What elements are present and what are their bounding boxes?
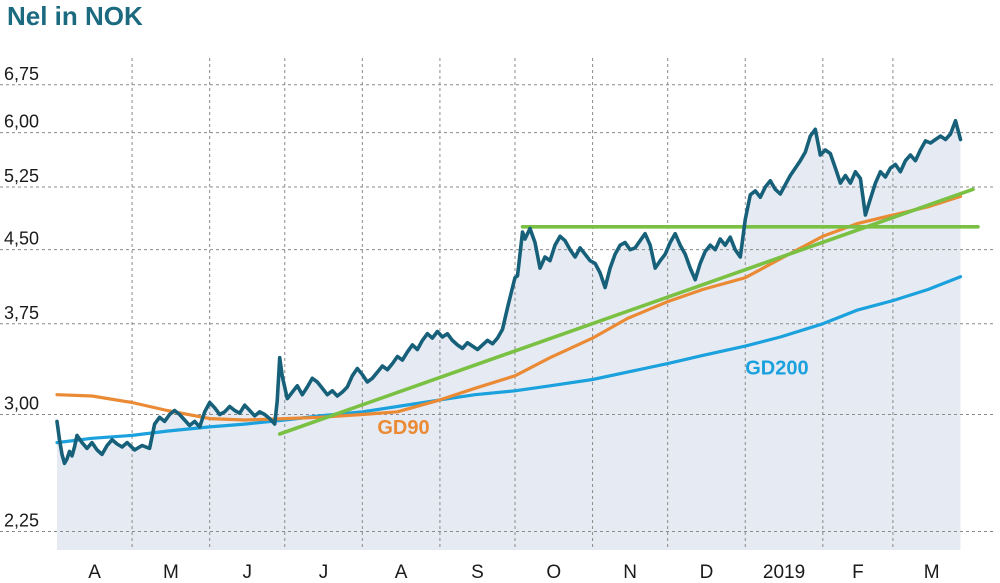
x-tick-label: 2019 bbox=[763, 562, 805, 583]
y-axis-ticks: 2,25 3,00 3,75 4,50 5,25 6,00 6,75 bbox=[4, 64, 39, 531]
x-tick-label: M bbox=[924, 562, 940, 583]
gd200-line bbox=[55, 275, 963, 445]
x-tick-label: J bbox=[242, 562, 252, 583]
x-tick-label: O bbox=[546, 562, 561, 583]
price-area-layer bbox=[57, 120, 961, 550]
gd200-label: GD200 bbox=[745, 358, 808, 380]
rising-trendline bbox=[277, 187, 975, 436]
x-tick-label: A bbox=[395, 562, 408, 583]
price-area bbox=[57, 120, 961, 550]
y-tick-label: 6,00 bbox=[4, 112, 39, 132]
chart-title: Nel in NOK bbox=[7, 1, 143, 31]
x-tick-label: F bbox=[852, 562, 864, 583]
gd90-label: GD90 bbox=[377, 417, 429, 439]
y-tick-label: 3,75 bbox=[4, 303, 39, 323]
x-tick-label: D bbox=[700, 562, 714, 583]
price-line bbox=[55, 118, 963, 466]
x-tick-label: M bbox=[163, 562, 179, 583]
grid-layer bbox=[0, 58, 995, 550]
y-tick-label: 5,25 bbox=[4, 166, 39, 186]
y-tick-label: 4,50 bbox=[4, 229, 39, 249]
y-tick-label: 2,25 bbox=[4, 511, 39, 531]
x-tick-label: N bbox=[623, 562, 637, 583]
series-layer bbox=[55, 118, 980, 466]
y-tick-label: 3,00 bbox=[4, 394, 39, 414]
y-tick-label: 6,75 bbox=[4, 64, 39, 84]
gd90-line bbox=[55, 194, 963, 422]
x-tick-label: S bbox=[471, 562, 484, 583]
annotation-layer: GD90 GD200 bbox=[377, 358, 808, 439]
x-tick-label: J bbox=[319, 562, 329, 583]
x-tick-label: A bbox=[88, 562, 101, 583]
x-axis-ticks: A M J J A S O N D 2019 F M bbox=[88, 562, 939, 583]
